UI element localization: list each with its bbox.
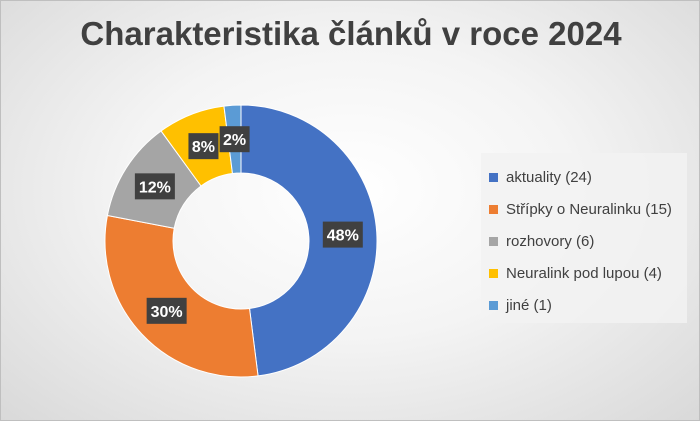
- data-label-box: [322, 221, 363, 248]
- data-label-text: 12%: [139, 179, 171, 196]
- legend-swatch: [489, 204, 498, 214]
- legend-label: rozhovory (6): [506, 232, 595, 250]
- legend-label: aktuality (24): [506, 168, 592, 186]
- data-label-2: 12%: [134, 173, 175, 200]
- slice-0: [240, 104, 378, 377]
- data-label-box: [134, 173, 175, 200]
- legend-swatch: [489, 172, 498, 182]
- legend-item-1: Střípky o Neuralinku (15): [489, 199, 672, 219]
- data-label-0: 48%: [322, 221, 363, 248]
- chart-title: Charakteristika článků v roce 2024: [80, 15, 622, 52]
- data-label-text: 48%: [327, 228, 359, 245]
- slice-1: [104, 214, 259, 378]
- data-label-box: [146, 297, 187, 324]
- legend-swatch: [489, 300, 498, 310]
- legend-label: Střípky o Neuralinku (15): [506, 200, 672, 218]
- data-label-box: [188, 133, 219, 160]
- legend-item-3: Neuralink pod lupou (4): [489, 263, 662, 283]
- data-label-3: 8%: [188, 133, 219, 160]
- legend-swatch: [489, 236, 498, 246]
- data-label-box: [219, 126, 250, 153]
- data-label-4: 2%: [219, 126, 250, 153]
- legend-label: Neuralink pod lupou (4): [506, 264, 662, 282]
- data-label-text: 8%: [192, 139, 215, 156]
- legend-swatch: [489, 268, 498, 278]
- legend-item-2: rozhovory (6): [489, 231, 594, 251]
- legend-item-4: jiné (1): [489, 295, 552, 315]
- data-label-text: 2%: [223, 132, 246, 149]
- data-label-text: 30%: [151, 304, 183, 321]
- legend-label: jiné (1): [506, 296, 552, 314]
- data-label-1: 30%: [146, 297, 187, 324]
- legend-item-0: aktuality (24): [489, 167, 592, 187]
- chart-legend: aktuality (24) Střípky o Neuralinku (15) r…: [481, 153, 687, 323]
